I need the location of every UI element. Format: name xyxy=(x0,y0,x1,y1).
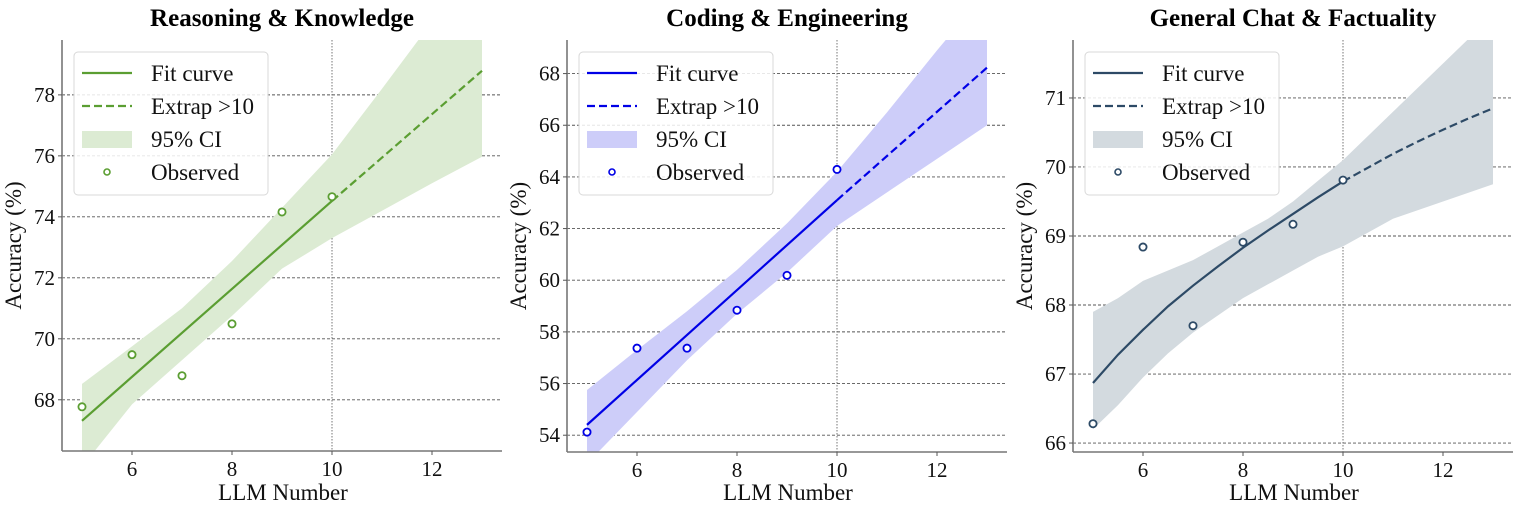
legend: Fit curve Extrap >10 95% CI Observed xyxy=(1084,51,1280,196)
x-tick-label: 12 xyxy=(422,457,443,481)
legend-label: Observed xyxy=(656,160,745,185)
x-tick-label: 8 xyxy=(1238,458,1249,482)
y-tick-label: 54 xyxy=(539,423,561,447)
y-tick-label: 66 xyxy=(1045,431,1066,455)
observed-point xyxy=(1188,321,1198,331)
chart-title: Coding & Engineering xyxy=(666,5,908,32)
y-tick-label: 78 xyxy=(34,83,55,107)
x-axis-label: LLM Number xyxy=(218,480,348,505)
observed-point xyxy=(127,350,137,360)
observed-point xyxy=(177,371,187,381)
y-tick-label: 60 xyxy=(539,268,560,292)
fit-curve xyxy=(586,199,838,426)
legend-label: Extrap >10 xyxy=(656,94,759,119)
chart-title: General Chat & Factuality xyxy=(1150,5,1437,32)
legend-observed-swatch xyxy=(1114,168,1122,176)
y-tick-label: 58 xyxy=(539,320,560,344)
observed-point xyxy=(582,427,592,437)
legend-label: 95% CI xyxy=(151,127,222,152)
x-tick-label: 12 xyxy=(927,458,948,482)
y-tick-label: 68 xyxy=(539,62,560,86)
x-axis-label: LLM Number xyxy=(1229,480,1359,505)
observed-point xyxy=(227,319,237,329)
y-tick-label: 68 xyxy=(34,388,55,412)
legend-box xyxy=(578,51,774,196)
x-tick-label: 10 xyxy=(1333,458,1354,482)
observed-point xyxy=(277,207,287,217)
observed-point xyxy=(732,305,742,315)
y-tick-label: 72 xyxy=(34,266,55,290)
y-tick-label: 76 xyxy=(34,144,55,168)
extrap-curve xyxy=(836,66,988,201)
chart-title: Reasoning & Knowledge xyxy=(150,5,414,32)
y-tick-label: 71 xyxy=(1045,86,1066,110)
legend-observed-swatch xyxy=(103,168,111,176)
legend-label: Observed xyxy=(1162,160,1251,185)
ci-band xyxy=(1093,40,1493,430)
x-tick-label: 6 xyxy=(632,458,643,482)
legend-ci-swatch xyxy=(1093,131,1143,148)
legend: Fit curve Extrap >10 95% CI Observed xyxy=(73,51,269,196)
legend-label: Fit curve xyxy=(151,61,233,86)
legend-label: 95% CI xyxy=(656,127,727,152)
y-tick-label: 56 xyxy=(539,372,560,396)
observed-point xyxy=(682,343,692,353)
observed-point xyxy=(1138,242,1148,252)
legend-label: Extrap >10 xyxy=(151,94,254,119)
legend-box xyxy=(1084,51,1280,196)
legend-ci-swatch xyxy=(587,131,637,148)
x-tick-label: 6 xyxy=(1138,458,1149,482)
observed-point xyxy=(832,164,842,174)
legend: Fit curve Extrap >10 95% CI Observed xyxy=(578,51,774,196)
x-tick-label: 12 xyxy=(1433,458,1454,482)
legend-box xyxy=(73,51,269,196)
legend-label: Fit curve xyxy=(1162,61,1244,86)
y-axis-label: Accuracy (%) xyxy=(1012,182,1037,310)
legend-label: Fit curve xyxy=(656,61,738,86)
extrap-curve xyxy=(331,69,483,202)
y-tick-label: 62 xyxy=(539,217,560,241)
y-tick-label: 68 xyxy=(1045,293,1066,317)
y-tick-label: 70 xyxy=(1045,155,1066,179)
y-tick-label: 66 xyxy=(539,113,560,137)
legend-label: Extrap >10 xyxy=(1162,94,1265,119)
observed-point xyxy=(327,192,337,202)
y-tick-label: 64 xyxy=(539,165,561,189)
extrap-curve xyxy=(1342,107,1494,183)
legend-ci-swatch xyxy=(82,131,132,148)
fit-curve xyxy=(81,200,333,422)
observed-point xyxy=(782,270,792,280)
y-tick-label: 67 xyxy=(1045,362,1066,386)
y-tick-label: 74 xyxy=(34,205,56,229)
y-tick-label: 69 xyxy=(1045,224,1066,248)
observed-point xyxy=(1338,175,1348,185)
x-tick-label: 8 xyxy=(227,457,238,481)
x-tick-label: 10 xyxy=(322,457,343,481)
fit-curve xyxy=(1092,180,1344,384)
observed-point xyxy=(1088,419,1098,429)
observed-point xyxy=(632,343,642,353)
y-tick-label: 70 xyxy=(34,327,55,351)
x-axis-label: LLM Number xyxy=(723,480,853,505)
x-tick-label: 8 xyxy=(732,458,743,482)
y-axis-label: Accuracy (%) xyxy=(506,182,531,310)
y-axis-label: Accuracy (%) xyxy=(1,181,26,309)
observed-point xyxy=(1238,237,1248,247)
observed-point xyxy=(1288,219,1298,229)
observed-point xyxy=(77,402,87,412)
legend-observed-swatch xyxy=(608,168,616,176)
legend-label: Observed xyxy=(151,160,240,185)
x-tick-label: 10 xyxy=(827,458,848,482)
legend-label: 95% CI xyxy=(1162,127,1233,152)
x-tick-label: 6 xyxy=(127,457,138,481)
